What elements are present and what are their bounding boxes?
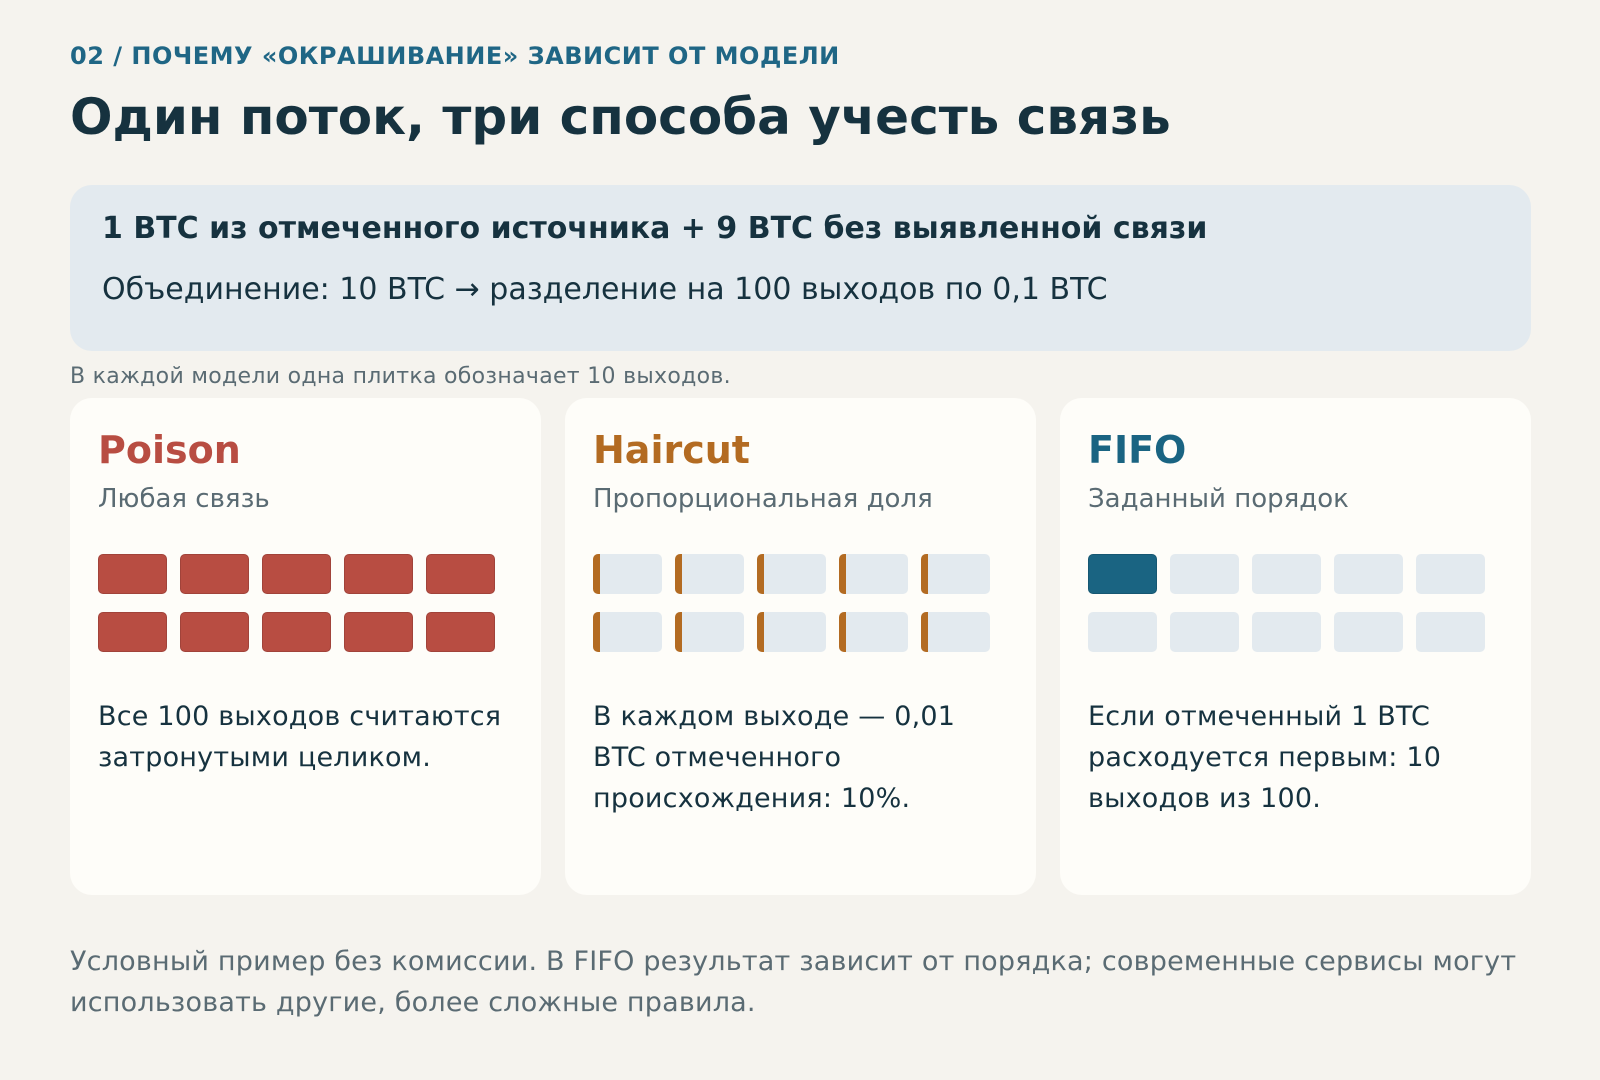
- model-name: Poison: [98, 428, 241, 472]
- output-tile: [1170, 612, 1239, 652]
- output-tile: [675, 612, 744, 652]
- output-tile: [180, 554, 249, 594]
- model-name: FIFO: [1088, 428, 1187, 472]
- tile-legend-note: В каждой модели одна плитка обозначает 1…: [70, 364, 731, 389]
- output-tile: [344, 612, 413, 652]
- output-tile: [98, 554, 167, 594]
- model-name: Haircut: [593, 428, 750, 472]
- output-tile: [839, 554, 908, 594]
- output-tile: [1416, 554, 1485, 594]
- output-tile: [593, 612, 662, 652]
- output-tile: [1252, 612, 1321, 652]
- tile-grid: [1088, 554, 1503, 652]
- tile-grid: [593, 554, 1008, 652]
- output-tile: [344, 554, 413, 594]
- marked-share-fill: [921, 554, 928, 594]
- tile-grid: [98, 554, 513, 652]
- output-tile: [1334, 612, 1403, 652]
- flow-summary-box: 1 BTC из отмеченного источника + 9 BTC б…: [70, 185, 1531, 351]
- output-tile: [1088, 554, 1157, 594]
- model-subtitle: Пропорциональная доля: [593, 484, 933, 514]
- output-tile: [262, 612, 331, 652]
- model-card-haircut: Haircut Пропорциональная доля В каждом в…: [565, 398, 1036, 895]
- output-tile: [1416, 612, 1485, 652]
- marked-share-fill: [757, 612, 764, 652]
- marked-share-fill: [593, 554, 600, 594]
- marked-share-fill: [593, 612, 600, 652]
- output-tile: [675, 554, 744, 594]
- footnote: Условный пример без комиссии. В FIFO рез…: [70, 946, 1517, 1018]
- marked-share-fill: [839, 612, 846, 652]
- model-subtitle: Заданный порядок: [1088, 484, 1349, 514]
- model-description: В каждом выходе — 0,01 BTC отмеченного п…: [593, 701, 956, 814]
- model-description: Все 100 выходов считаются затронутыми це…: [98, 701, 502, 773]
- output-tile: [921, 554, 990, 594]
- marked-share-fill: [839, 554, 846, 594]
- marked-share-fill: [921, 612, 928, 652]
- marked-share-fill: [757, 554, 764, 594]
- output-tile: [180, 612, 249, 652]
- marked-share-fill: [675, 612, 682, 652]
- model-card-fifo: FIFO Заданный порядок Если отмеченный 1 …: [1060, 398, 1531, 895]
- output-tile: [98, 612, 167, 652]
- output-tile: [757, 554, 826, 594]
- model-description: Если отмеченный 1 BTC расходуется первым…: [1088, 701, 1442, 814]
- model-card-poison: Poison Любая связь Все 100 выходов счита…: [70, 398, 541, 895]
- eyebrow-label: 02 / ПОЧЕМУ «ОКРАШИВАНИЕ» ЗАВИСИТ ОТ МОД…: [70, 42, 840, 70]
- output-tile: [593, 554, 662, 594]
- flow-detail: Объединение: 10 BTC → разделение на 100 …: [102, 272, 1108, 307]
- marked-share-fill: [675, 554, 682, 594]
- output-tile: [1334, 554, 1403, 594]
- output-tile: [426, 554, 495, 594]
- output-tile: [1170, 554, 1239, 594]
- flow-headline: 1 BTC из отмеченного источника + 9 BTC б…: [102, 211, 1208, 246]
- output-tile: [1252, 554, 1321, 594]
- model-subtitle: Любая связь: [98, 484, 270, 514]
- page-title: Один поток, три способа учесть связь: [70, 88, 1171, 146]
- output-tile: [1088, 612, 1157, 652]
- output-tile: [921, 612, 990, 652]
- output-tile: [426, 612, 495, 652]
- output-tile: [839, 612, 908, 652]
- output-tile: [262, 554, 331, 594]
- output-tile: [757, 612, 826, 652]
